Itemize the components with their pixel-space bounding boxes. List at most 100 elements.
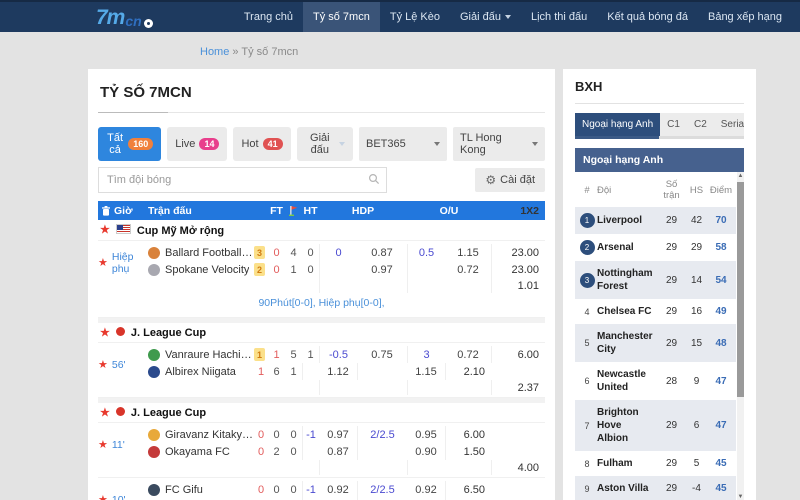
breadcrumb-home-link[interactable]: Home	[200, 46, 229, 58]
nav-item[interactable]: Trang chủ	[234, 2, 303, 32]
match-row[interactable]: ★ 10' FC Gifu 0 0 0 -1 0.92 2/2.5 0.92 6…	[98, 478, 545, 500]
ou-line[interactable]: 0.5	[407, 244, 445, 261]
league-tab[interactable]: C1	[660, 113, 687, 136]
ou-odds[interactable]: 1.15	[445, 244, 491, 261]
standings-row[interactable]: 5 Manchester City 29 15 48	[575, 324, 736, 362]
1x2-odds[interactable]: 6.00	[491, 346, 545, 363]
team-cell[interactable]: Okayama FC	[148, 443, 254, 460]
hdp-odds[interactable]: 1.12	[319, 363, 357, 380]
odds-type-select[interactable]: TL Hong Kong	[453, 127, 545, 161]
team-cell[interactable]: Spokane Velocity	[148, 261, 254, 278]
nav-item[interactable]: Bảng xếp hạng	[698, 2, 792, 32]
ou-odds[interactable]: 1.15	[407, 363, 445, 380]
favorite-star-icon[interactable]: ★	[100, 328, 110, 339]
hdp-line[interactable]	[302, 363, 319, 380]
nav-item[interactable]: Tỷ số 7mcn	[303, 2, 380, 32]
standings-row[interactable]: 1 Liverpool 29 42 70	[575, 207, 736, 234]
league-header[interactable]: ★ J. League Cup	[98, 403, 545, 423]
favorite-star-icon[interactable]: ★	[100, 225, 110, 236]
hdp-odds[interactable]: 0.97	[357, 261, 407, 278]
nav-item[interactable]: Kết quả bóng đá	[597, 2, 698, 32]
hdp-odds[interactable]: 0.75	[357, 346, 407, 363]
filter-button[interactable]: Hot 41	[233, 127, 290, 161]
standings-row[interactable]: 4 Chelsea FC 29 16 49	[575, 299, 736, 324]
hdp-odds[interactable]: 0.87	[357, 244, 407, 261]
hdp-odds[interactable]: 0.97	[319, 426, 357, 443]
hdp-line[interactable]: -1	[302, 481, 319, 498]
ht-score: 0	[302, 244, 319, 261]
ou-odds[interactable]: 0.72	[445, 261, 491, 278]
favorite-star-icon[interactable]: ★	[98, 360, 108, 371]
standings-row[interactable]: 2 Arsenal 29 29 58	[575, 234, 736, 261]
settings-button[interactable]: ⚙ Cài đặt	[475, 168, 545, 192]
standings-row[interactable]: 3 Nottingham Forest 29 14 54	[575, 261, 736, 299]
1x2-draw-odds[interactable]: 4.00	[491, 460, 545, 475]
favorite-star-icon[interactable]: ★	[98, 495, 108, 500]
team-cell[interactable]: Ballard Football Club	[148, 244, 254, 261]
match-row[interactable]: ★ Hiệp phụ Ballard Football Club 3 0 4 0…	[98, 241, 545, 318]
standings-row[interactable]: 8 Fulham 29 5 45	[575, 451, 736, 476]
league-header[interactable]: ★ Cup Mỹ Mở rộng	[98, 220, 545, 241]
scroll-up-icon[interactable]: ▲	[737, 172, 744, 180]
ou-line[interactable]	[357, 363, 407, 380]
ou-line[interactable]	[357, 443, 407, 460]
scroll-down-icon[interactable]: ▼	[737, 493, 744, 500]
corner-count: 6	[268, 363, 285, 380]
favorite-star-icon[interactable]: ★	[98, 258, 108, 269]
ou-odds[interactable]: 0.90	[407, 443, 445, 460]
ou-odds[interactable]: 0.95	[407, 426, 445, 443]
league-tab[interactable]: Ngoại hạng Anh	[575, 113, 660, 136]
nav-item[interactable]: Giải đấu	[450, 2, 521, 32]
match-row[interactable]: ★ 56' Vanraure Hachino... 1 1 5 1 -0.5 0…	[98, 343, 545, 398]
standings-scrollbar[interactable]: ▲ ▼	[737, 172, 744, 500]
1x2-draw-odds[interactable]: 2.37	[491, 380, 545, 395]
scrollbar-thumb[interactable]	[737, 182, 744, 397]
page-title: TỶ SỐ 7MCN	[98, 82, 545, 113]
filter-button[interactable]: Giải đấu	[297, 127, 353, 161]
hdp-odds[interactable]: 0.92	[319, 481, 357, 498]
filter-button[interactable]: Tất cả 160	[98, 127, 161, 161]
ou-odds[interactable]: 0.72	[445, 346, 491, 363]
1x2-odds[interactable]: 1.50	[445, 443, 491, 460]
favorite-star-icon[interactable]: ★	[98, 440, 108, 451]
nav-item[interactable]: Tỷ Lệ Kèo	[380, 2, 450, 32]
tabs-scroll-indicator[interactable]	[575, 136, 744, 139]
1x2-odds[interactable]: 23.00	[491, 244, 545, 261]
hdp-line[interactable]: -1	[302, 426, 319, 443]
league-tab[interactable]: Seria A	[714, 113, 744, 136]
bookmaker-select[interactable]: BET365	[359, 127, 447, 161]
team-cell[interactable]: Vanraure Hachino...	[148, 346, 254, 363]
team-cell[interactable]: Giravanz Kitakyushu	[148, 426, 254, 443]
league-header[interactable]: ★ J. League Cup	[98, 323, 545, 343]
1x2-odds[interactable]: 23.00	[491, 261, 545, 278]
favorite-star-icon[interactable]: ★	[100, 408, 110, 419]
hdp-line[interactable]	[319, 261, 357, 278]
ou-odds[interactable]: 0.92	[407, 481, 445, 498]
ou-line[interactable]	[407, 261, 445, 278]
league-tab[interactable]: C2	[687, 113, 714, 136]
team-cell[interactable]: FC Gifu	[148, 481, 254, 498]
hdp-line[interactable]: -0.5	[319, 346, 357, 363]
filter-button[interactable]: Live 14	[167, 127, 227, 161]
ou-line[interactable]: 2/2.5	[357, 426, 407, 443]
search-input[interactable]	[98, 167, 387, 193]
hdp-line[interactable]: 0	[319, 244, 357, 261]
hdp-line[interactable]	[302, 443, 319, 460]
ou-line[interactable]: 3	[407, 346, 445, 363]
1x2-odds[interactable]: 6.00	[445, 426, 491, 443]
match-note: 90Phút[0-0], Hiệp phụ[0-0],	[98, 293, 545, 315]
1x2-draw-odds[interactable]: 1.01	[491, 278, 545, 293]
ou-line[interactable]: 2/2.5	[357, 481, 407, 498]
standings-row[interactable]: 7 Brighton Hove Albion 29 6 47	[575, 400, 736, 451]
match-row[interactable]: ★ 11' Giravanz Kitakyushu 0 0 0 -1 0.97 …	[98, 423, 545, 478]
standings-row[interactable]: 6 Newcastle United 28 9 47	[575, 362, 736, 400]
1x2-odds[interactable]: 6.50	[445, 481, 491, 498]
site-logo[interactable]: 7mcn	[96, 7, 153, 28]
nav-item[interactable]: Lịch thi đấu	[521, 2, 597, 32]
1x2-odds[interactable]: 2.10	[445, 363, 491, 380]
breadcrumb-current: Tỷ số 7mcn	[241, 46, 298, 58]
hdp-odds[interactable]: 0.87	[319, 443, 357, 460]
clear-favorites-icon[interactable]	[98, 201, 114, 220]
standings-row[interactable]: 9 Aston Villa 29 -4 45	[575, 476, 736, 500]
team-cell[interactable]: Albirex Niigata	[148, 363, 254, 380]
